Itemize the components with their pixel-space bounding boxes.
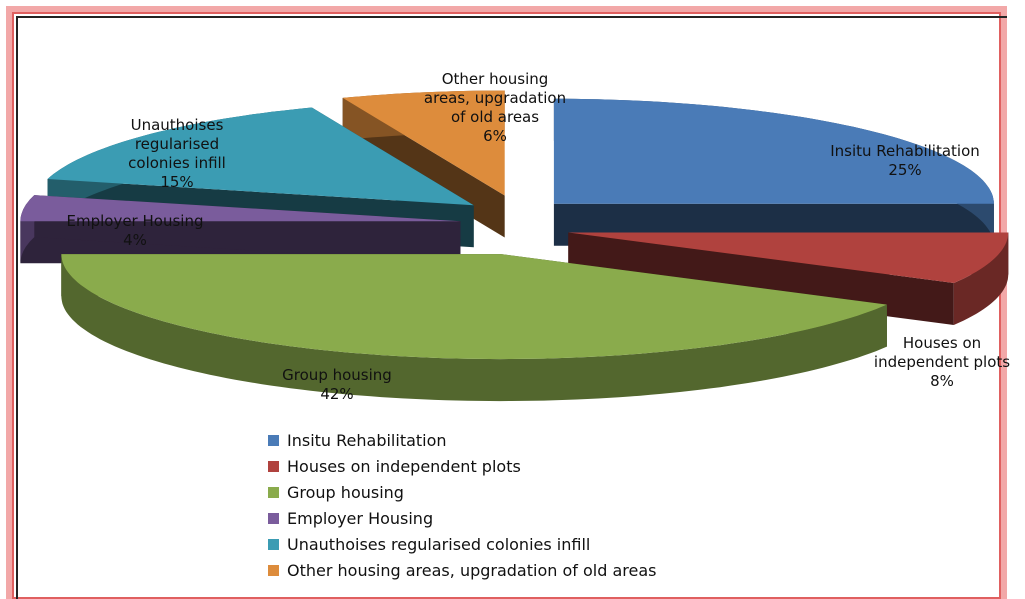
- label-name: Other housing areas, upgradation of old …: [423, 70, 567, 126]
- legend-label: Insitu Rehabilitation: [287, 431, 447, 450]
- legend-label: Other housing areas, upgradation of old …: [287, 561, 657, 580]
- legend-item: Group housing: [268, 482, 404, 504]
- label-name: Insitu Rehabilitation: [830, 142, 980, 160]
- label-name: Unauthoises regularised colonies infill: [128, 116, 226, 172]
- legend-item: Other housing areas, upgradation of old …: [268, 560, 656, 582]
- data-label: Other housing areas, upgradation of old …: [420, 70, 570, 146]
- legend-label: Houses on independent plots: [287, 457, 521, 476]
- label-value: 4%: [123, 231, 147, 249]
- slice-side: [953, 232, 1009, 325]
- slice: [553, 98, 994, 246]
- data-label: Unauthoises regularised colonies infill 1…: [102, 116, 252, 192]
- legend-swatch: [268, 539, 279, 550]
- slice-top: [553, 98, 994, 204]
- label-value: 15%: [160, 173, 194, 191]
- slice-top: [20, 195, 461, 222]
- data-label: Houses on independent plots 8%: [862, 334, 1022, 391]
- legend-swatch: [268, 461, 279, 472]
- legend-swatch: [268, 513, 279, 524]
- legend-item: Employer Housing: [268, 508, 433, 530]
- legend-swatch: [268, 435, 279, 446]
- legend-item: Insitu Rehabilitation: [268, 430, 447, 452]
- legend-swatch: [268, 565, 279, 576]
- legend-label: Group housing: [287, 483, 404, 502]
- label-value: 42%: [320, 385, 354, 403]
- slice-top: [61, 254, 887, 360]
- data-label: Employer Housing 4%: [40, 212, 230, 250]
- label-name: Houses on independent plots: [873, 334, 1011, 371]
- label-value: 8%: [930, 372, 954, 390]
- slice: [61, 254, 887, 402]
- slice-top: [342, 90, 505, 196]
- legend-label: Employer Housing: [287, 509, 434, 528]
- frame: [6, 6, 1007, 599]
- data-label: Insitu Rehabilitation 25%: [830, 142, 980, 180]
- label-name: Employer Housing: [66, 212, 204, 230]
- slice: [20, 195, 461, 264]
- label-value: 6%: [483, 127, 507, 145]
- slice-top: [47, 107, 474, 206]
- legend-swatch: [268, 487, 279, 498]
- legend-label: Unauthoises regularised colonies infill: [287, 535, 591, 554]
- label-value: 25%: [888, 161, 922, 179]
- plot-area: [16, 16, 1007, 599]
- legend-item: Houses on independent plots: [268, 456, 521, 478]
- label-name: Group housing: [282, 366, 392, 384]
- slice-top: [568, 232, 1009, 283]
- data-label: Group housing 42%: [262, 366, 412, 404]
- slice-side: [61, 254, 887, 402]
- legend-item: Unauthoises regularised colonies infill: [268, 534, 590, 556]
